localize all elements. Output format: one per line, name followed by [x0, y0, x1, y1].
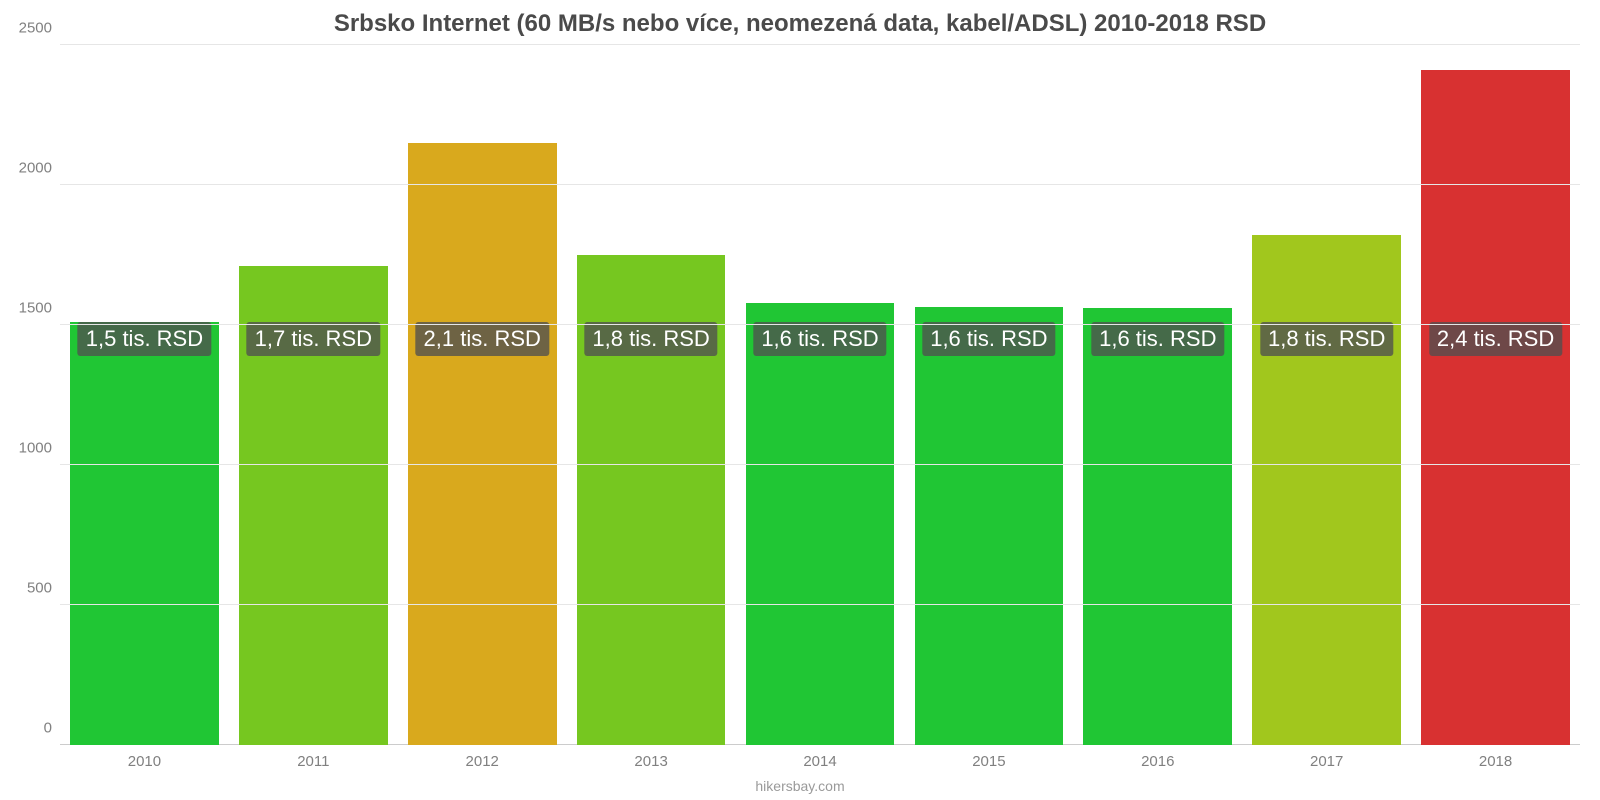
x-category-label: 2010	[60, 745, 229, 770]
bar-slot: 1,6 tis. RSD2016	[1073, 45, 1242, 745]
x-category-label: 2018	[1411, 745, 1580, 770]
bars-container: 1,5 tis. RSD20101,7 tis. RSD20112,1 tis.…	[60, 45, 1580, 745]
bar-slot: 1,8 tis. RSD2017	[1242, 45, 1411, 745]
bar-slot: 1,6 tis. RSD2015	[904, 45, 1073, 745]
bar	[408, 143, 557, 745]
bar-slot: 2,4 tis. RSD2018	[1411, 45, 1580, 745]
x-category-label: 2015	[904, 745, 1073, 770]
bar	[746, 303, 895, 745]
bar-slot: 1,5 tis. RSD2010	[60, 45, 229, 745]
x-category-label: 2014	[736, 745, 905, 770]
x-category-label: 2017	[1242, 745, 1411, 770]
y-tick-label: 2500	[19, 20, 60, 37]
plot-area: 1,5 tis. RSD20101,7 tis. RSD20112,1 tis.…	[60, 45, 1580, 745]
y-tick-label: 500	[27, 580, 60, 597]
y-tick-label: 1000	[19, 440, 60, 457]
x-category-label: 2016	[1073, 745, 1242, 770]
gridline	[60, 464, 1580, 465]
bar	[915, 307, 1064, 745]
bar-slot: 1,6 tis. RSD2014	[736, 45, 905, 745]
y-tick-label: 1500	[19, 300, 60, 317]
bar-slot: 1,7 tis. RSD2011	[229, 45, 398, 745]
bar-value-label: 2,4 tis. RSD	[1429, 322, 1562, 356]
chart-title: Srbsko Internet (60 MB/s nebo více, neom…	[0, 0, 1600, 38]
gridline	[60, 604, 1580, 605]
y-tick-label: 0	[44, 720, 60, 737]
bar-value-label: 1,6 tis. RSD	[922, 322, 1055, 356]
bar-slot: 1,8 tis. RSD2013	[567, 45, 736, 745]
bar-value-label: 1,7 tis. RSD	[247, 322, 380, 356]
chart-container: Srbsko Internet (60 MB/s nebo více, neom…	[0, 0, 1600, 800]
bar	[70, 322, 219, 745]
gridline	[60, 44, 1580, 45]
x-category-label: 2011	[229, 745, 398, 770]
gridline	[60, 184, 1580, 185]
bar	[1252, 235, 1401, 745]
bar	[1421, 70, 1570, 745]
y-tick-label: 2000	[19, 160, 60, 177]
bar-value-label: 1,8 tis. RSD	[1260, 322, 1393, 356]
bar	[1083, 308, 1232, 745]
chart-footer: hikersbay.com	[0, 778, 1600, 794]
x-category-label: 2013	[567, 745, 736, 770]
bar-value-label: 1,5 tis. RSD	[78, 322, 211, 356]
bar-value-label: 1,6 tis. RSD	[753, 322, 886, 356]
bar-value-label: 1,6 tis. RSD	[1091, 322, 1224, 356]
bar-value-label: 2,1 tis. RSD	[416, 322, 549, 356]
gridline	[60, 324, 1580, 325]
bar-slot: 2,1 tis. RSD2012	[398, 45, 567, 745]
x-category-label: 2012	[398, 745, 567, 770]
bar-value-label: 1,8 tis. RSD	[584, 322, 717, 356]
